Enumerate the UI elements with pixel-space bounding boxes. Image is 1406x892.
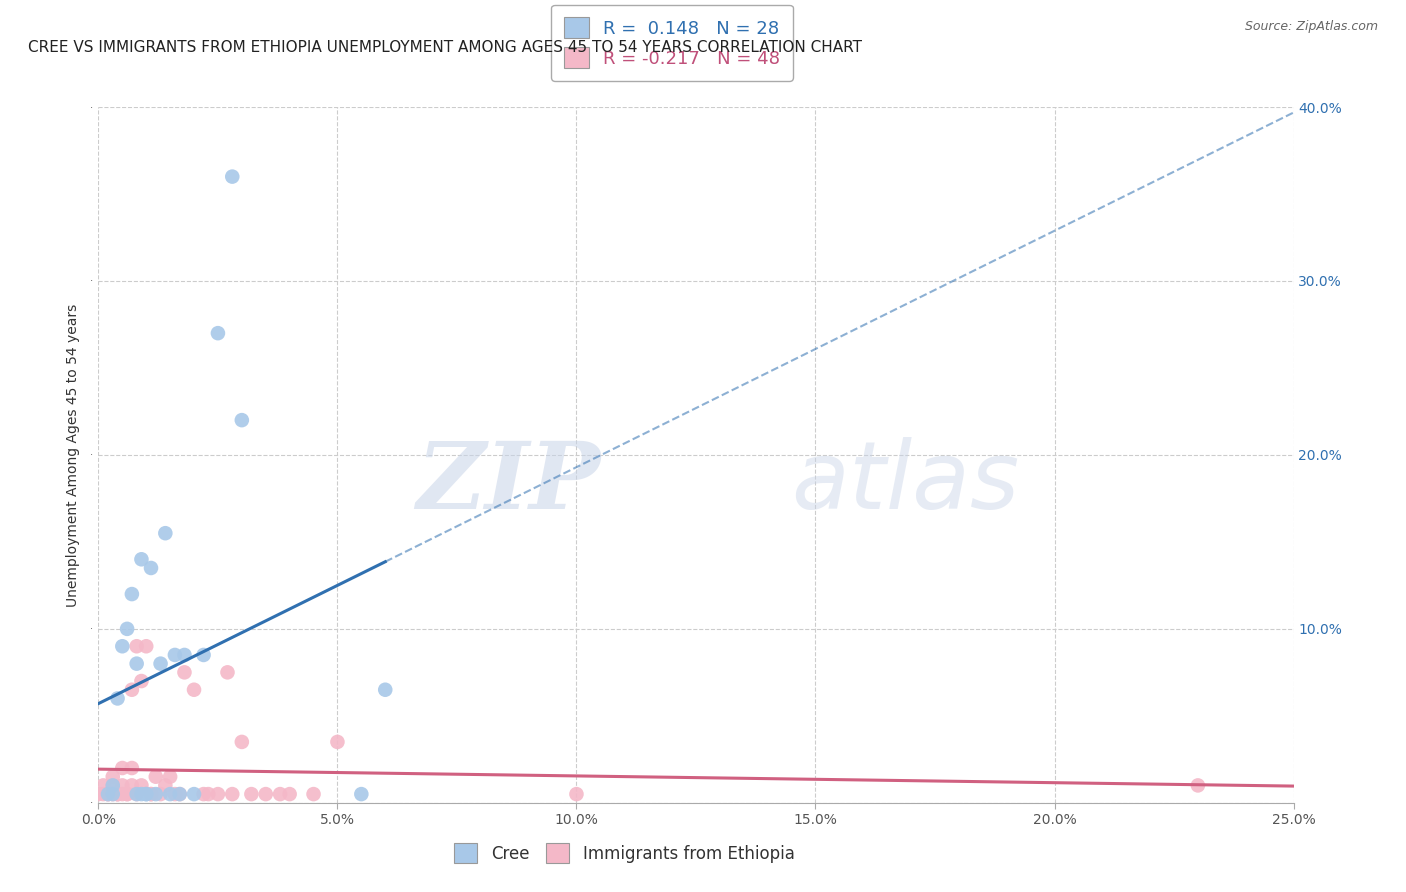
Point <box>111 787 134 801</box>
Point <box>91 787 114 801</box>
Text: atlas: atlas <box>792 437 1019 528</box>
Point <box>111 761 134 775</box>
Point <box>107 787 129 801</box>
Point <box>111 778 134 793</box>
Point <box>131 778 153 793</box>
Point <box>135 787 157 801</box>
Point <box>155 526 177 541</box>
Point <box>173 665 195 680</box>
Point <box>278 787 301 801</box>
Point <box>149 787 172 801</box>
Point <box>221 169 243 184</box>
Point <box>131 552 153 566</box>
Point <box>207 326 229 340</box>
Point <box>173 648 195 662</box>
Point <box>131 674 153 689</box>
Point <box>101 787 124 801</box>
Point <box>131 787 153 801</box>
Point <box>111 639 134 653</box>
Point <box>197 787 219 801</box>
Legend: Cree, Immigrants from Ethiopia: Cree, Immigrants from Ethiopia <box>446 835 803 871</box>
Point <box>115 787 138 801</box>
Point <box>121 761 143 775</box>
Point <box>183 682 205 697</box>
Point <box>374 682 396 697</box>
Point <box>231 413 253 427</box>
Point <box>207 787 229 801</box>
Point <box>193 648 215 662</box>
Point <box>169 787 191 801</box>
Point <box>155 778 177 793</box>
Point <box>145 770 167 784</box>
Point <box>115 622 138 636</box>
Point <box>217 665 239 680</box>
Point <box>240 787 263 801</box>
Point <box>125 657 148 671</box>
Point <box>101 778 124 793</box>
Point <box>139 787 162 801</box>
Point <box>125 787 148 801</box>
Point <box>107 691 129 706</box>
Point <box>91 778 114 793</box>
Point <box>1187 778 1209 793</box>
Point <box>254 787 277 801</box>
Text: ZIP: ZIP <box>416 438 600 528</box>
Text: Source: ZipAtlas.com: Source: ZipAtlas.com <box>1244 20 1378 33</box>
Point <box>125 639 148 653</box>
Point <box>326 735 349 749</box>
Point <box>183 787 205 801</box>
Point <box>101 770 124 784</box>
Point <box>139 561 162 575</box>
Point <box>565 787 588 801</box>
Point <box>101 778 124 793</box>
Point <box>145 787 167 801</box>
Point <box>221 787 243 801</box>
Point <box>87 787 110 801</box>
Point <box>231 735 253 749</box>
Point <box>169 787 191 801</box>
Text: CREE VS IMMIGRANTS FROM ETHIOPIA UNEMPLOYMENT AMONG AGES 45 TO 54 YEARS CORRELAT: CREE VS IMMIGRANTS FROM ETHIOPIA UNEMPLO… <box>28 40 862 55</box>
Point <box>97 787 120 801</box>
Point <box>135 787 157 801</box>
Point <box>97 787 120 801</box>
Point <box>107 787 129 801</box>
Point <box>121 778 143 793</box>
Point <box>97 787 120 801</box>
Point <box>139 787 162 801</box>
Point <box>163 787 186 801</box>
Point <box>159 770 181 784</box>
Point <box>115 787 138 801</box>
Point <box>121 587 143 601</box>
Point <box>163 648 186 662</box>
Point <box>302 787 325 801</box>
Point <box>125 787 148 801</box>
Point <box>149 657 172 671</box>
Point <box>121 682 143 697</box>
Point <box>107 787 129 801</box>
Point <box>269 787 291 801</box>
Point <box>350 787 373 801</box>
Point <box>193 787 215 801</box>
Point <box>159 787 181 801</box>
Point <box>101 787 124 801</box>
Y-axis label: Unemployment Among Ages 45 to 54 years: Unemployment Among Ages 45 to 54 years <box>66 303 80 607</box>
Point <box>135 639 157 653</box>
